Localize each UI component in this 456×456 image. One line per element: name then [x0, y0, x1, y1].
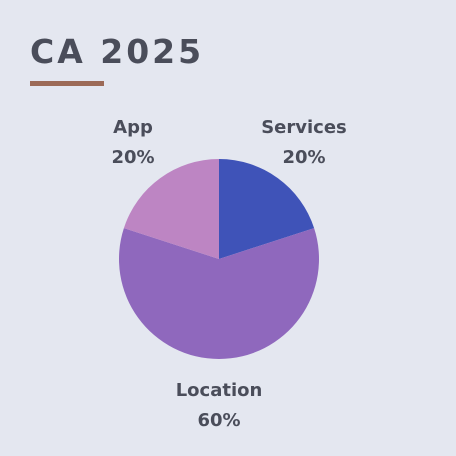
slice-value-services: 20%	[282, 147, 325, 168]
page-title: CA 2025	[30, 32, 205, 71]
slice-labels: Services 20% Location 60% App 20%	[111, 117, 346, 431]
slice-label-app: App	[113, 117, 153, 138]
pie-slice-app	[123, 159, 219, 259]
title-underline	[30, 81, 104, 86]
pie-slice-location	[119, 228, 320, 359]
slice-value-location: 60%	[197, 410, 240, 431]
slice-label-location: Location	[176, 380, 263, 401]
slice-value-app: 20%	[111, 147, 154, 168]
slice-label-services: Services	[261, 117, 347, 138]
pie-slices	[119, 159, 320, 359]
pie-slice-services	[219, 159, 315, 259]
